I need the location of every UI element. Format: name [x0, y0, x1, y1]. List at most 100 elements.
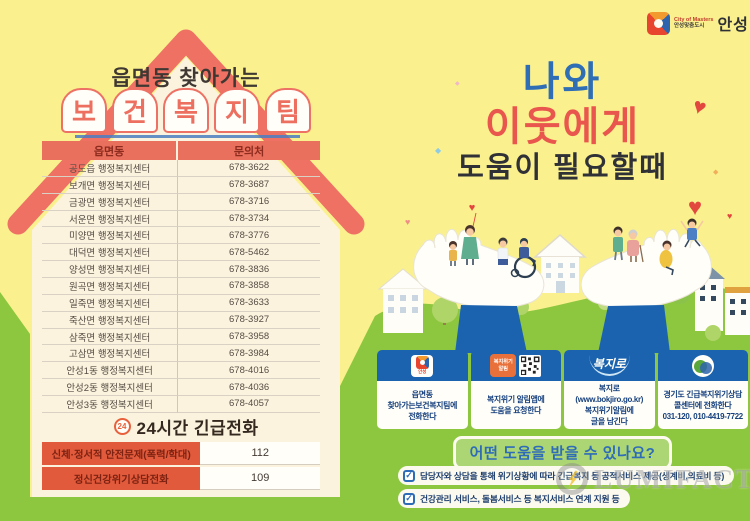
phone-cell: 678-3836 [178, 261, 320, 279]
column-header: 읍면동 [42, 141, 179, 160]
table-row: 안성1동 행정복지센터 678-4016 [42, 362, 320, 380]
help-banner: 어떤 도움을 받을 수 있나요? [452, 436, 673, 470]
box-text: 읍면동 찾아가는보건복지팀에 전화한다 [377, 381, 468, 430]
bubble-letter: 건 [112, 88, 158, 133]
emergency-title-row: 24 24시간 긴급전화 [32, 413, 340, 439]
emergency-label: 신체·정서적 안전문제(폭력/학대) [42, 442, 201, 465]
green-hill [0, 286, 750, 521]
anseong-logo-icon [647, 11, 670, 35]
gyeonggi-logo-icon [691, 354, 714, 377]
title-underline [75, 135, 300, 138]
welfare-crisis-app-icon: 복지위기 알림 [490, 354, 517, 377]
center-name-cell: 안성1동 행정복지센터 [42, 362, 179, 380]
table-header: 읍면동 문의처 [42, 141, 320, 160]
brand-tagline: City of Masters 안성맞춤도시 [674, 17, 713, 30]
clock-24-icon: 24 [113, 417, 131, 435]
house-roof [7, 29, 365, 235]
table-row: 보개면 행정복지센터 678-3687 [42, 176, 320, 194]
box-text: 복지로 (www.bokjiro.go.kr) 복지위기알림에 글을 남긴다 [564, 381, 655, 430]
bubble-letter: 지 [214, 88, 260, 133]
emergency-number: 112 [200, 442, 320, 465]
column-header: 문의처 [233, 145, 265, 158]
brand-line-ko: 안성맞춤도시 [674, 23, 705, 29]
emergency-title: 24시간 긴급전화 [136, 418, 259, 438]
heart-balloon-icon: ♥ [469, 202, 476, 214]
center-name-cell: 고삼면 행정복지센터 [42, 345, 179, 363]
people-right: ♥ [613, 194, 704, 276]
center-name-cell: 안성2동 행정복지센터 [42, 379, 179, 397]
bubble-letter: 복 [163, 88, 209, 133]
action-box-bokjiro: 복지로 복지로 (www.bokjiro.go.kr) 복지위기알림에 글을 남… [564, 350, 655, 430]
table-row: 일죽면 행정복지센터 678-3633 [42, 294, 320, 312]
box-header [657, 350, 748, 381]
phone-cell: 678-3984 [178, 345, 320, 363]
table-row: 금광면 행정복지센터 678-3716 [42, 193, 320, 211]
title-line-1: 나와 [522, 60, 603, 104]
small-heart-icon: ♥ [405, 217, 410, 227]
people-left: ♥ [449, 202, 537, 279]
bubble-letter: 팀 [265, 88, 311, 133]
box-text: 복지위기 알림앱에 도움을 요청한다 [470, 381, 561, 430]
center-name-cell: 원곡면 행정복지센터 [42, 278, 179, 295]
hands-illustration: ♥ ♥ [377, 194, 750, 353]
center-name-cell: 금광면 행정복지센터 [42, 193, 179, 211]
center-name-cell: 서운면 행정복지센터 [42, 210, 179, 228]
table-row: 삼죽면 행정복지센터 678-3958 [42, 328, 320, 346]
checklist-item: ✓ 담당자와 상담을 통해 위기상황에 따라 긴급복지 등 공적서비스 제공(생… [398, 466, 735, 485]
center-name-cell: 일죽면 행정복지센터 [42, 294, 179, 312]
action-box-call-team: 안성 읍면동 찾아가는보건복지팀에 전화한다 [377, 350, 468, 430]
center-name-cell: 삼죽면 행정복지센터 [42, 328, 179, 346]
phone-cell: 678-3633 [178, 295, 320, 312]
emergency-label: 정신건강위기상담전화 [42, 467, 201, 490]
checkbox-icon: ✓ [403, 469, 415, 482]
phone-cell: 678-4057 [178, 396, 320, 413]
brand-line-en: City of Masters [674, 16, 714, 23]
visit-title: 읍면동 찾아가는 [111, 67, 261, 90]
center-name-cell: 대덕면 행정복지센터 [42, 244, 179, 262]
phone-cell: 678-5462 [178, 244, 320, 262]
emergency-number: 109 [200, 467, 320, 490]
title-line-2: 이웃에게 [484, 105, 641, 149]
box-header: 안성 [377, 350, 468, 381]
emergency-row: 정신건강위기상담전화 109 [42, 467, 320, 490]
left-house-illustration [377, 268, 429, 333]
big-heart-icon: ♥ [688, 194, 702, 221]
anseong-city-logo-icon: 안성 [411, 354, 434, 377]
title-line-3: 도움이 필요할때 [457, 152, 668, 184]
center-house-illustration [533, 234, 587, 293]
phone-cell: 678-3776 [178, 227, 320, 245]
center-name-cell: 안성3동 행정복지센터 [42, 396, 179, 413]
phone-cell: 678-3622 [178, 160, 320, 177]
phone-cell: 678-3927 [178, 312, 320, 329]
box-text: 경기도 긴급복지위기상담 콜센터에 전화한다 031-120, 010-4419… [657, 381, 748, 430]
phone-cell: 678-3734 [178, 211, 320, 228]
center-name-cell: 양성면 행정복지센터 [42, 261, 179, 279]
main-title: 나와 이웃에게 도움이 필요할때 ♥ ◆ ◆ ◆ [375, 60, 750, 188]
open-hand-right [580, 228, 712, 353]
table-row: 공도읍 행정복지센터 678-3622 [42, 160, 320, 177]
phone-cell: 678-3958 [178, 329, 320, 346]
box-header: 복지로 [564, 350, 655, 381]
checklist-item: ✓ 건강관리 서비스, 돌봄서비스 등 복지서비스 연계 지원 등 [398, 489, 630, 508]
table-row: 양성면 행정복지센터 678-3836 [42, 261, 320, 279]
table-row: 원곡면 행정복지센터 678-3858 [42, 278, 320, 295]
box-header: 복지위기 알림 [470, 350, 561, 381]
small-heart-icon: ♥ [727, 211, 732, 221]
phone-cell: 678-3858 [178, 278, 320, 295]
help-banner-wrap: 어떤 도움을 받을 수 있나요? [375, 436, 750, 470]
city-name: 안성 [717, 17, 749, 34]
center-name-cell: 공도읍 행정복지센터 [42, 160, 179, 177]
city-brand: City of Masters 안성맞춤도시 안성 [647, 11, 749, 35]
phone-cell: 678-4036 [178, 379, 320, 397]
phone-cell: 678-4016 [178, 362, 320, 380]
welfare-center-table: 읍면동 문의처 공도읍 행정복지센터 678-3622 보개면 행정복지센터 6… [42, 141, 320, 413]
table-body: 공도읍 행정복지센터 678-3622 보개면 행정복지센터 678-3687 … [42, 160, 320, 413]
center-name-cell: 죽산면 행정복지센터 [42, 311, 179, 329]
checkbox-icon: ✓ [403, 492, 415, 505]
action-box-app: 복지위기 알림 복지위기 알림앱에 도움을 요청한다 [470, 350, 561, 430]
phone-cell: 678-3716 [178, 194, 320, 211]
table-row: 서운면 행정복지센터 678-3734 [42, 210, 320, 228]
emergency-row: 신체·정서적 안전문제(폭력/학대) 112 [42, 442, 320, 465]
bokjiro-logo-icon: 복지로 [588, 355, 630, 376]
